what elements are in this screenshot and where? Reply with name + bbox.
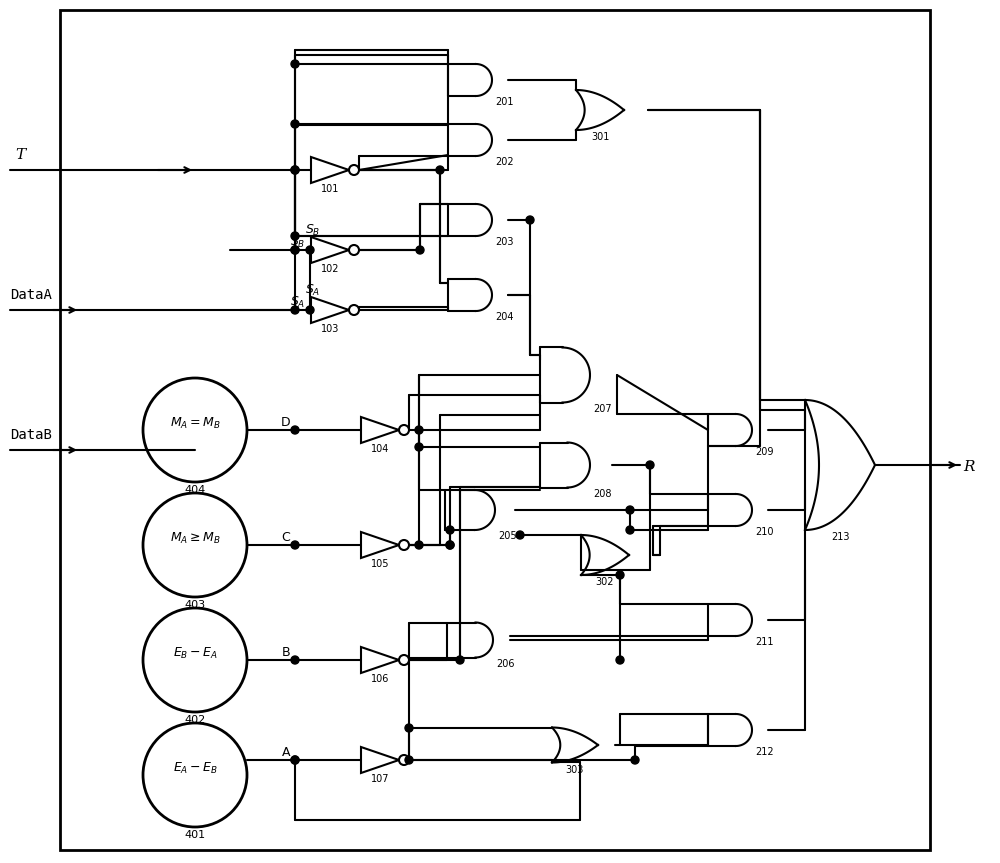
Circle shape [626, 506, 634, 514]
Text: B: B [281, 646, 290, 658]
Text: 212: 212 [755, 747, 774, 757]
Text: 105: 105 [371, 559, 389, 569]
Circle shape [456, 656, 464, 664]
Circle shape [291, 656, 299, 664]
Text: 301: 301 [591, 132, 609, 142]
Text: $E_A-E_B$: $E_A-E_B$ [173, 760, 217, 776]
Text: 210: 210 [755, 527, 774, 537]
Text: 208: 208 [593, 488, 612, 499]
Text: 203: 203 [495, 237, 514, 247]
Text: 106: 106 [371, 674, 389, 684]
Circle shape [631, 756, 639, 764]
Circle shape [516, 531, 524, 539]
Text: $S_A$: $S_A$ [305, 282, 320, 298]
Text: DataB: DataB [10, 428, 52, 442]
Text: 402: 402 [184, 715, 206, 725]
Text: 102: 102 [321, 264, 339, 274]
Text: 103: 103 [321, 324, 339, 334]
Text: $S_B$: $S_B$ [305, 223, 320, 237]
Circle shape [291, 232, 299, 240]
Text: 303: 303 [566, 765, 584, 774]
Circle shape [291, 426, 299, 434]
Text: 202: 202 [495, 157, 514, 167]
Circle shape [291, 541, 299, 549]
Text: $M_A=M_B$: $M_A=M_B$ [170, 415, 220, 431]
Text: 205: 205 [498, 531, 517, 541]
Circle shape [291, 756, 299, 764]
Circle shape [446, 541, 454, 549]
Circle shape [291, 306, 299, 314]
Text: R: R [963, 460, 974, 474]
Circle shape [415, 426, 423, 434]
Circle shape [349, 245, 359, 255]
Text: 101: 101 [321, 184, 339, 194]
Text: A: A [282, 746, 290, 759]
Circle shape [399, 755, 409, 765]
Circle shape [291, 166, 299, 174]
Circle shape [291, 246, 299, 254]
Text: $S_B$: $S_B$ [290, 235, 305, 249]
Circle shape [436, 166, 444, 174]
Circle shape [405, 724, 413, 732]
Text: DataA: DataA [10, 288, 52, 302]
Text: $S_A$: $S_A$ [290, 294, 305, 310]
Circle shape [306, 246, 314, 254]
Text: 302: 302 [596, 577, 614, 587]
Circle shape [616, 656, 624, 664]
Text: C: C [281, 531, 290, 544]
Circle shape [646, 461, 654, 469]
Text: 401: 401 [184, 830, 206, 840]
Circle shape [291, 120, 299, 128]
Text: 201: 201 [495, 97, 514, 107]
Circle shape [399, 655, 409, 665]
Circle shape [291, 60, 299, 68]
Circle shape [399, 540, 409, 550]
Circle shape [349, 305, 359, 315]
Circle shape [616, 571, 624, 579]
Circle shape [526, 216, 534, 224]
Circle shape [446, 541, 454, 549]
Circle shape [415, 443, 423, 451]
Text: $M_A\geq M_B$: $M_A\geq M_B$ [170, 531, 220, 545]
Text: D: D [280, 415, 290, 429]
Circle shape [291, 166, 299, 174]
Bar [60, 10, 930, 850]
Circle shape [399, 425, 409, 435]
Circle shape [291, 246, 299, 254]
Circle shape [306, 306, 314, 314]
Circle shape [349, 165, 359, 175]
Circle shape [416, 246, 424, 254]
Text: 204: 204 [495, 312, 514, 322]
Text: 211: 211 [755, 637, 774, 647]
Circle shape [405, 756, 413, 764]
Circle shape [415, 541, 423, 549]
Text: 107: 107 [371, 774, 389, 784]
Circle shape [291, 756, 299, 764]
Text: $E_B-E_A$: $E_B-E_A$ [173, 646, 217, 660]
Text: 404: 404 [184, 485, 206, 495]
Text: 403: 403 [184, 600, 206, 610]
Text: 209: 209 [755, 447, 774, 457]
Circle shape [626, 526, 634, 534]
Text: 213: 213 [831, 532, 849, 542]
Text: 104: 104 [371, 444, 389, 454]
Text: T: T [15, 148, 25, 162]
Text: 207: 207 [593, 404, 612, 413]
Circle shape [446, 526, 454, 534]
Text: 206: 206 [496, 658, 514, 669]
